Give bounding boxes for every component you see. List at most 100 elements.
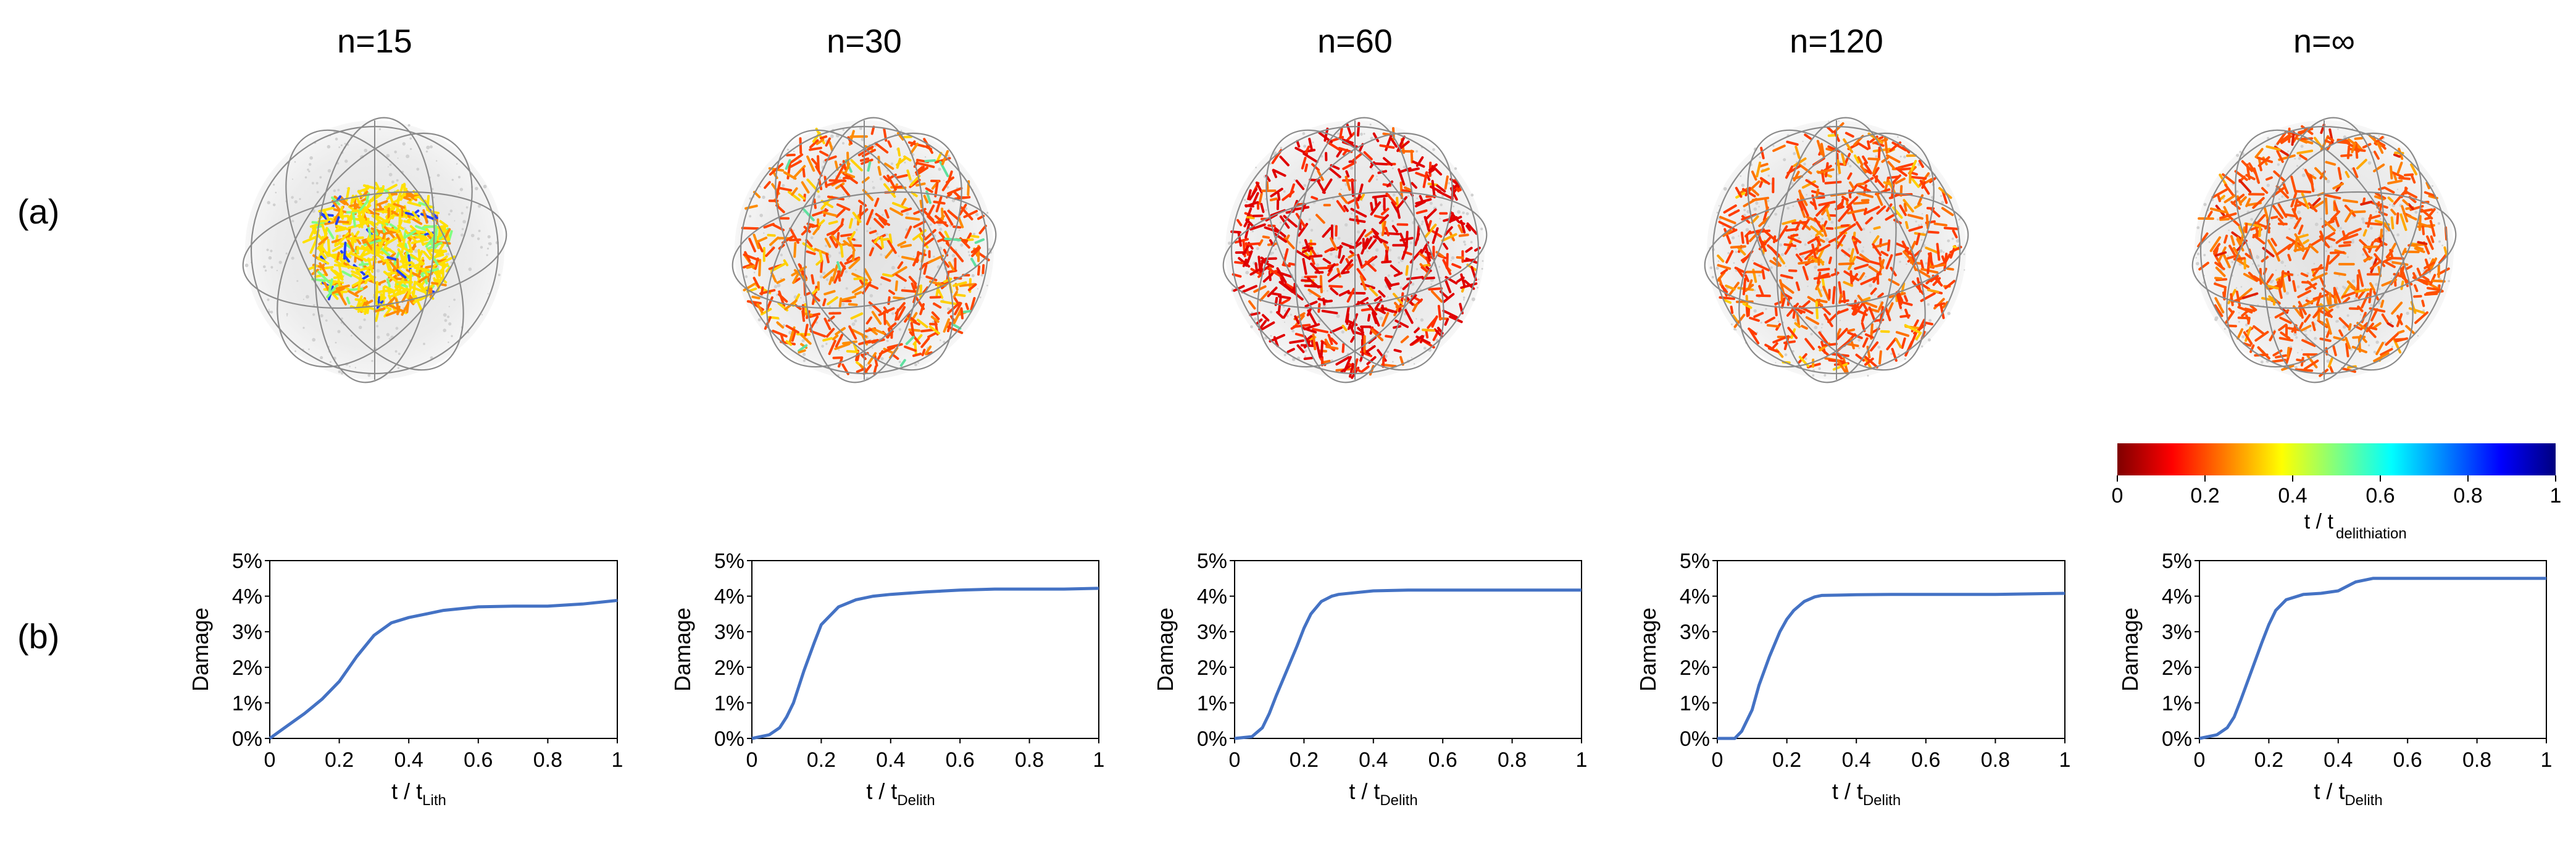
mesh-speckle bbox=[1893, 222, 1895, 224]
crack-segment bbox=[798, 344, 808, 353]
mesh-speckle bbox=[398, 353, 401, 355]
crack-segment bbox=[1847, 331, 1863, 340]
mesh-speckle bbox=[308, 348, 310, 350]
crack-segment bbox=[930, 315, 940, 323]
mesh-speckle bbox=[2337, 128, 2339, 130]
crack-segment bbox=[383, 285, 394, 292]
mesh-speckle bbox=[1470, 193, 1474, 197]
x-axis-label: t / tLith bbox=[391, 779, 446, 809]
crack-segment bbox=[2292, 280, 2297, 292]
crack-segment bbox=[2390, 216, 2395, 230]
crack-segment bbox=[1444, 318, 1449, 326]
crack-segment bbox=[1798, 164, 1812, 175]
crack-segment bbox=[2312, 264, 2323, 277]
crack-segment bbox=[1349, 218, 1366, 224]
crack-segment bbox=[2236, 328, 2244, 340]
crack-segment bbox=[2417, 241, 2428, 246]
wireframe-ellipse bbox=[2264, 117, 2385, 383]
crack-segment bbox=[843, 240, 851, 246]
crack-segment bbox=[1935, 275, 1941, 285]
crack-segment bbox=[2293, 197, 2299, 214]
mesh-speckle bbox=[1858, 347, 1861, 349]
crack-segment bbox=[2380, 348, 2393, 356]
crack-segment bbox=[2375, 241, 2383, 252]
mesh-speckle bbox=[2361, 217, 2365, 221]
crack-segment bbox=[1457, 220, 1465, 225]
mesh-speckle bbox=[338, 146, 341, 148]
colorbar-label: t / t bbox=[2304, 510, 2334, 533]
crack-segment bbox=[367, 236, 375, 243]
crack-segment bbox=[335, 284, 350, 290]
crack-segment bbox=[2333, 272, 2346, 276]
mesh-speckle bbox=[294, 161, 296, 163]
crack-segment bbox=[1288, 183, 1295, 198]
colorbar-tick-label: 0.6 bbox=[2366, 484, 2395, 508]
crack-segment bbox=[1359, 275, 1367, 291]
wireframe-ellipse bbox=[314, 117, 435, 383]
crack-segment bbox=[376, 200, 388, 206]
crack-segment bbox=[970, 246, 981, 254]
crack-segment bbox=[2391, 301, 2403, 315]
crack-segment bbox=[1787, 236, 1802, 244]
x-tick-label: 0 bbox=[1712, 748, 1724, 772]
mesh-speckle bbox=[291, 256, 294, 260]
mesh-speckle bbox=[2448, 280, 2450, 283]
crack-segment bbox=[1920, 292, 1936, 303]
crack-segment bbox=[925, 275, 938, 282]
crack-segment bbox=[834, 161, 839, 171]
crack-segment bbox=[2390, 209, 2397, 215]
crack-segment bbox=[969, 297, 976, 313]
mesh-speckle bbox=[367, 374, 371, 377]
crack-segment bbox=[769, 162, 784, 176]
mesh-speckle bbox=[448, 322, 452, 326]
mesh-speckle bbox=[1335, 238, 1336, 240]
crack-segment bbox=[812, 226, 820, 235]
mesh-speckle bbox=[1733, 328, 1736, 331]
crack-segment bbox=[1783, 340, 1796, 345]
crack-segment bbox=[872, 327, 886, 335]
mesh-speckle bbox=[1869, 231, 1872, 233]
mesh-speckle bbox=[1349, 217, 1351, 219]
damage-line bbox=[2199, 577, 2546, 740]
crack-segment bbox=[2364, 325, 2377, 338]
crack-segment bbox=[1952, 229, 1958, 239]
mesh-speckle bbox=[1821, 323, 1824, 325]
crack-segment bbox=[373, 207, 385, 211]
mesh-speckle bbox=[1875, 155, 1878, 158]
crack-segment bbox=[910, 322, 915, 338]
mesh-speckle bbox=[468, 267, 472, 271]
crack-segment bbox=[1759, 180, 1764, 188]
crack-segment bbox=[2297, 128, 2309, 136]
crack-segment bbox=[2295, 368, 2314, 372]
y-tick-label: 3% bbox=[232, 620, 262, 644]
mesh-speckle bbox=[354, 367, 357, 369]
crack-segment bbox=[2301, 339, 2316, 347]
mesh-speckle bbox=[270, 249, 273, 253]
crack-segment bbox=[2297, 200, 2309, 208]
crack-segment bbox=[439, 225, 447, 237]
mesh-speckle bbox=[291, 196, 294, 199]
crack-segment bbox=[935, 215, 949, 227]
crack-segment bbox=[869, 247, 874, 257]
mesh-speckle bbox=[2320, 217, 2322, 220]
mesh-speckle bbox=[958, 229, 961, 232]
crack-segment bbox=[2309, 236, 2324, 248]
crack-segment bbox=[1792, 309, 1796, 319]
crack-segment bbox=[2324, 308, 2333, 317]
mesh-speckle bbox=[285, 252, 288, 255]
mesh-speckle bbox=[2367, 344, 2370, 346]
crack-segment bbox=[1905, 221, 1909, 230]
crack-segment bbox=[1748, 327, 1757, 335]
mesh-speckle bbox=[1397, 256, 1401, 259]
x-tick-label: 0.2 bbox=[807, 748, 836, 772]
crack-segment bbox=[894, 302, 906, 315]
crack-segment bbox=[1245, 250, 1253, 267]
x-tick-label: 0.8 bbox=[1015, 748, 1044, 772]
crack-segment bbox=[1805, 179, 1819, 188]
crack-segment bbox=[754, 257, 759, 270]
mesh-speckle bbox=[2389, 204, 2391, 206]
crack-segment bbox=[1901, 337, 1906, 349]
crack-segment bbox=[423, 269, 429, 277]
crack-segment bbox=[2393, 173, 2398, 181]
crack-segment bbox=[896, 156, 907, 166]
